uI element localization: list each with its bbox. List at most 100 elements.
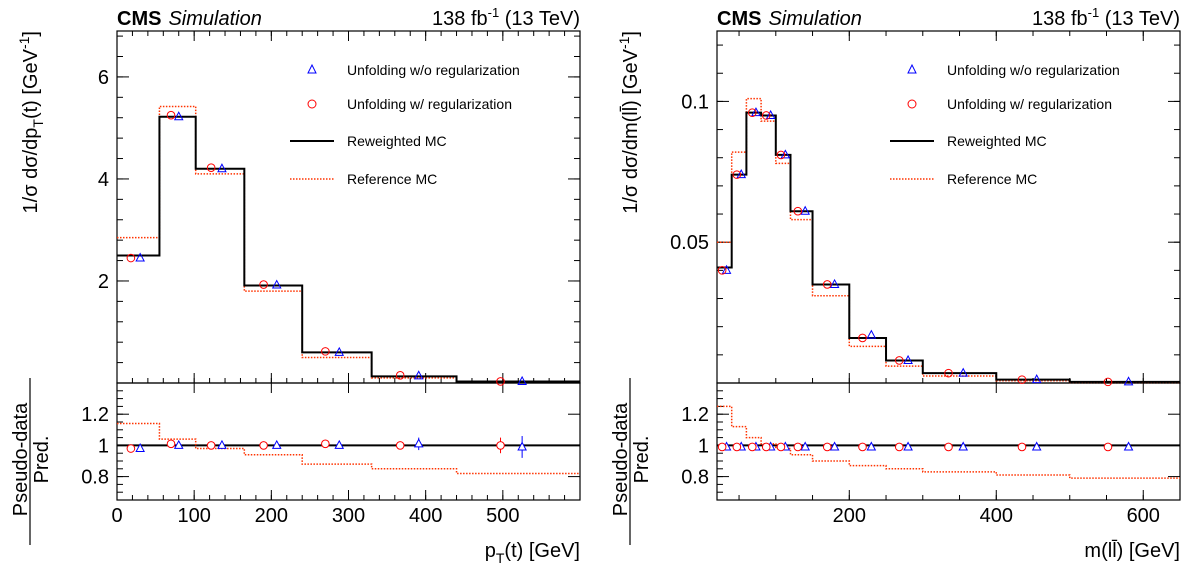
legend-label-reg: Unfolding w/ regularization: [947, 96, 1112, 112]
unfolding-noreg-point: [958, 367, 969, 377]
ratio-reg-point: [321, 439, 330, 449]
ratio-reg-point: [206, 441, 216, 450]
legend-label-noreg: Unfolding w/o regularization: [947, 62, 1120, 78]
unfolding-noreg-point: [903, 354, 913, 364]
unfolding-reg-point: [944, 368, 953, 378]
unfolding-noreg-point: [173, 111, 184, 121]
ratio-y-tick-label: 0.8: [81, 467, 109, 489]
reference-mc-line: [117, 105, 580, 383]
main-plot-frame: [716, 30, 1181, 384]
reweighted-mc-line: [717, 111, 1180, 383]
header-experiment: CMS Simulation: [717, 8, 862, 30]
unfolding-noreg-point: [721, 264, 732, 274]
ratio-reg-point: [1017, 442, 1027, 452]
legend-label-reference: Reference MC: [347, 171, 437, 187]
ratio-reg-point: [166, 439, 176, 449]
x-tick-label: 300: [332, 505, 365, 527]
x-axis-title: pT(t) [GeV]: [485, 540, 580, 566]
unfolding-reg-point: [747, 108, 757, 117]
unfolding-noreg-point: [829, 278, 840, 288]
unfolding-noreg-point: [217, 163, 227, 173]
y-axis-title: 1/σ dσ/dm(ll̄) [GeV-1]: [616, 31, 642, 214]
unfolding-reg-point: [496, 377, 505, 386]
unfolding-reg-point: [126, 253, 136, 263]
ratio-reg-point: [395, 441, 405, 450]
unfolding-noreg-point: [517, 375, 527, 385]
unfolding-reg-point: [776, 150, 786, 160]
lumi-unit-exponent: -1: [1088, 5, 1100, 20]
x-tick-label: 400: [409, 505, 442, 527]
unfolding-noreg-point: [866, 329, 877, 339]
ratio-reg-point: [126, 444, 136, 453]
ratio-reg-point: [793, 442, 803, 452]
unfolding-noreg-point: [765, 109, 776, 119]
x-tick-label: 400: [980, 505, 1013, 527]
ratio-reg-point: [259, 441, 268, 450]
y-title-end: ]: [620, 31, 642, 37]
unfolding-reg-point: [259, 280, 268, 289]
ratio-noreg-point: [1123, 441, 1134, 451]
legend-label-noreg: Unfolding w/o regularization: [347, 62, 520, 78]
ratio-noreg-point: [334, 439, 345, 449]
simulation-label: Simulation: [768, 8, 861, 30]
ratio-reg-point: [1103, 442, 1113, 452]
ratio-reg-point: [761, 442, 771, 452]
x-tick-label: 100: [177, 505, 210, 527]
unfolding-noreg-point: [334, 346, 345, 356]
x-title-tail: ll̄) [GeV]: [1108, 539, 1180, 562]
y-title-main: 1/σ dσ/dp: [20, 128, 42, 214]
unfolding-noreg-point: [1031, 374, 1042, 384]
legend-label-reference: Reference MC: [947, 171, 1037, 187]
unfolding-reg-point: [822, 280, 832, 289]
main-plot-frame: [116, 30, 581, 384]
x-tick-label: 200: [833, 505, 866, 527]
y-title-main: 1/σ dσ/dm(: [620, 115, 642, 213]
legend-label-reweighted: Reweighted MC: [347, 133, 447, 149]
ratio-reg-point: [496, 441, 505, 450]
unfolding-reg-point: [793, 206, 803, 216]
ratio-noreg-point: [800, 441, 811, 451]
y-tick-label: 2: [98, 271, 109, 293]
ratio-noreg-point: [173, 439, 184, 449]
legend-reg-marker: [907, 99, 917, 109]
y-tick-label: 6: [98, 67, 109, 89]
experiment-label: CMS: [117, 8, 161, 30]
y-title-tail: (t) [GeV: [20, 48, 42, 119]
unfolding-reg-point: [761, 111, 771, 120]
ratio-y-tick-label: 1: [698, 435, 709, 457]
ratio-noreg-point: [958, 441, 969, 451]
x-title-main: m(: [1084, 540, 1108, 562]
legend-reg-marker: [307, 99, 317, 109]
unfolding-noreg-point: [800, 205, 811, 215]
y-title-exponent: -1: [616, 36, 632, 49]
reweighted-mc-line: [117, 115, 580, 383]
y-tick-label: 0.05: [670, 232, 709, 254]
unfolding-noreg-point: [135, 252, 145, 262]
ratio-noreg-point: [271, 439, 282, 449]
ratio-reg-point: [717, 442, 727, 452]
ratio-title-bottom: Pred.: [631, 436, 653, 484]
ratio-reference-line: [717, 405, 1180, 479]
header-lumi: 138 fb-1 (13 TeV): [432, 5, 580, 30]
ratio-reg-point: [944, 442, 953, 452]
ratio-noreg-point: [135, 442, 145, 453]
ratio-noreg-point: [517, 441, 527, 451]
y-tick-label: 0.1: [681, 91, 709, 113]
unfolding-noreg-point: [413, 370, 424, 380]
header-experiment: CMS Simulation: [117, 8, 262, 30]
ratio-title-top: Pseudo-data: [610, 402, 632, 516]
x-title-tail: (t) [GeV]: [504, 540, 580, 562]
lumi-value: 138 fb: [1032, 8, 1088, 30]
ratio-noreg-point: [217, 439, 227, 449]
unfolding-reg-point: [395, 371, 405, 380]
legend-label-reweighted: Reweighted MC: [947, 133, 1047, 149]
ratio-noreg-point: [903, 441, 913, 451]
x-tick-label: 500: [486, 505, 519, 527]
ratio-reg-point: [776, 442, 786, 452]
ratio-plot-frame: [116, 382, 581, 501]
energy-label: (13 TeV): [499, 8, 580, 30]
ratio-noreg-point: [413, 438, 424, 448]
y-axis-title: 1/σ dσ/dpT(t) [GeV-1]: [16, 31, 46, 213]
y-title-sub: T: [30, 119, 46, 128]
